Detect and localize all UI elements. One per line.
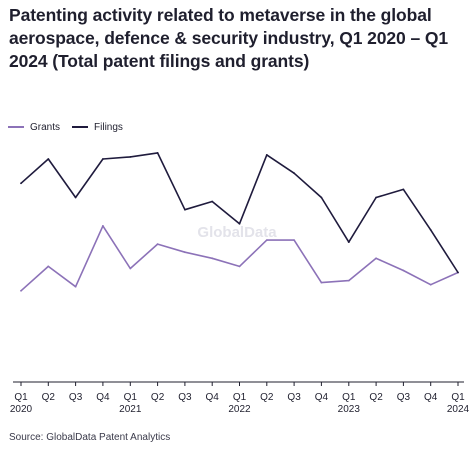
- x-tick-label: Q3: [397, 392, 411, 403]
- x-tick-label: Q3: [69, 392, 83, 403]
- legend-swatch-grants: [8, 126, 24, 128]
- x-tick-label: Q2: [369, 392, 383, 403]
- legend-swatch-filings: [72, 126, 89, 128]
- x-tick-label: Q3: [287, 392, 301, 403]
- data-point-grants: [402, 269, 405, 272]
- data-point-grants: [429, 283, 432, 286]
- data-point-grants: [211, 257, 214, 260]
- data-point-grants: [156, 243, 159, 246]
- data-point-filings: [129, 156, 132, 158]
- series-layer: [20, 152, 459, 292]
- data-point-filings: [265, 154, 268, 156]
- x-tick-label: Q1: [124, 392, 138, 403]
- x-tick-label: Q1: [233, 392, 247, 403]
- chart-title: Patenting activity related to metaverse …: [9, 5, 448, 71]
- data-point-filings: [293, 172, 295, 175]
- legend-item-filings: Filings: [72, 122, 123, 133]
- x-tick-label: Q4: [96, 392, 110, 403]
- data-point-filings: [156, 152, 159, 154]
- data-point-filings: [347, 241, 350, 244]
- data-point-grants: [320, 281, 323, 284]
- data-point-grants: [293, 239, 295, 242]
- data-point-filings: [74, 196, 77, 199]
- x-tick-label: Q1: [342, 392, 356, 403]
- x-tick-label: Q4: [424, 392, 438, 403]
- data-point-grants: [184, 251, 186, 254]
- x-tick-year-label: 2021: [119, 404, 142, 415]
- data-point-grants: [375, 257, 377, 260]
- x-tick-label: Q3: [178, 392, 192, 403]
- x-tick-year-label: 2024: [447, 404, 470, 415]
- x-tick-label: Q2: [260, 392, 274, 403]
- data-point-grants: [265, 239, 268, 242]
- data-point-filings: [184, 208, 186, 211]
- data-point-grants: [129, 267, 132, 270]
- legend-label-filings: Filings: [94, 121, 123, 133]
- data-point-filings: [320, 196, 323, 199]
- data-point-grants: [102, 225, 104, 227]
- chart-legend: Grants Filings: [8, 120, 135, 134]
- x-tick-label: Q4: [315, 392, 329, 403]
- data-point-filings: [20, 182, 22, 185]
- x-tick-label: Q2: [151, 392, 165, 403]
- data-point-grants: [347, 279, 350, 282]
- source-note: Source: GlobalData Patent Analytics: [9, 432, 171, 443]
- data-point-filings: [429, 229, 432, 231]
- data-point-filings: [47, 158, 50, 160]
- x-tick-year-label: 2020: [10, 404, 33, 415]
- data-point-grants: [20, 289, 22, 292]
- data-point-filings: [238, 222, 241, 225]
- data-point-grants: [47, 265, 50, 268]
- series-line-filings: [20, 152, 459, 273]
- legend-label-grants: Grants: [30, 121, 61, 133]
- x-tick-label: Q2: [42, 392, 56, 403]
- data-point-filings: [375, 196, 377, 199]
- x-tick-label: Q1: [451, 392, 465, 403]
- legend-item-grants: Grants: [8, 122, 60, 133]
- x-tick-year-label: 2022: [228, 404, 251, 415]
- data-point-grants: [238, 265, 241, 268]
- data-point-filings: [402, 188, 405, 191]
- data-point-filings: [211, 200, 214, 203]
- data-point-filings: [102, 158, 104, 160]
- data-point-grants: [74, 285, 77, 288]
- watermark: GlobalData: [197, 224, 277, 241]
- data-point-filings: [457, 271, 459, 274]
- x-tick-year-label: 2023: [338, 404, 361, 415]
- x-tick-label: Q4: [206, 392, 220, 403]
- x-tick-label: Q1: [14, 392, 28, 403]
